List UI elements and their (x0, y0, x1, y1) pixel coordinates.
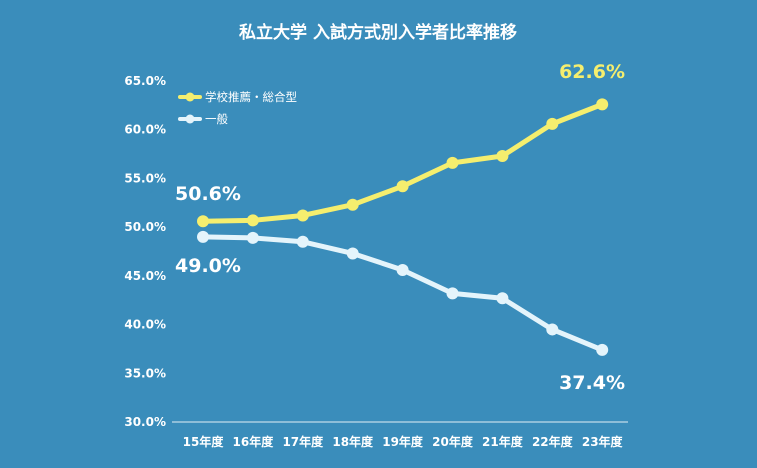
data-point (396, 264, 409, 277)
data-point (496, 150, 509, 163)
data-label: 49.0% (175, 255, 241, 277)
x-tick-label: 22年度 (532, 434, 574, 449)
y-tick-label: 35.0% (124, 366, 166, 380)
series-1 (197, 98, 609, 228)
data-point (446, 156, 459, 169)
data-point (446, 287, 459, 300)
data-point (546, 117, 559, 130)
data-point (596, 98, 609, 111)
legend-item: 一般 (178, 112, 228, 126)
data-point (197, 230, 209, 243)
data-point (246, 214, 259, 227)
y-tick-label: 65.0% (124, 74, 166, 88)
data-point (197, 215, 209, 228)
data-labels: 50.6% 62.6% 49.0% 37.4% (175, 61, 625, 394)
x-tick-label: 15年度 (183, 434, 225, 449)
series-layer (197, 98, 609, 356)
legend-label: 一般 (205, 112, 228, 126)
legend-item: 学校推薦・総合型 (178, 90, 297, 104)
y-axis: 30.0% 35.0% 40.0% 45.0% 50.0% 55.0% 60.0% 65.0% (124, 74, 166, 429)
series-line (200, 101, 605, 224)
x-tick-label: 16年度 (233, 434, 275, 449)
legend-point-marker (185, 114, 195, 124)
data-point (296, 235, 309, 248)
chart-title: 私立大学 入試方式別入学者比率推移 (239, 22, 517, 43)
y-tick-label: 45.0% (124, 269, 166, 283)
data-label: 37.4% (559, 372, 625, 394)
series-2 (197, 230, 609, 356)
data-point (396, 180, 409, 193)
data-label: 62.6% (559, 61, 625, 83)
data-label: 50.6% (175, 183, 241, 205)
x-tick-label: 18年度 (332, 434, 374, 449)
x-axis: 15年度 16年度 17年度 18年度 19年度 20年度 21年度 22年度 23年度 (172, 421, 628, 449)
x-tick-label: 19年度 (382, 434, 424, 449)
series-line (200, 234, 605, 353)
data-point (296, 209, 309, 222)
data-point (246, 231, 259, 244)
data-point (546, 323, 559, 336)
y-tick-label: 50.0% (124, 220, 166, 234)
data-point (346, 247, 359, 260)
y-tick-label: 60.0% (124, 123, 166, 137)
data-point (596, 343, 609, 356)
data-point (346, 198, 359, 211)
legend-label: 学校推薦・総合型 (205, 90, 297, 104)
legend-point-marker (185, 92, 195, 102)
x-tick-label: 23年度 (582, 434, 624, 449)
x-tick-label: 20年度 (432, 434, 474, 449)
x-tick-label: 21年度 (482, 434, 524, 449)
y-tick-label: 30.0% (124, 415, 166, 429)
y-tick-label: 40.0% (124, 318, 166, 332)
y-tick-label: 55.0% (124, 171, 166, 185)
data-point (496, 292, 509, 305)
x-tick-label: 17年度 (282, 434, 324, 449)
